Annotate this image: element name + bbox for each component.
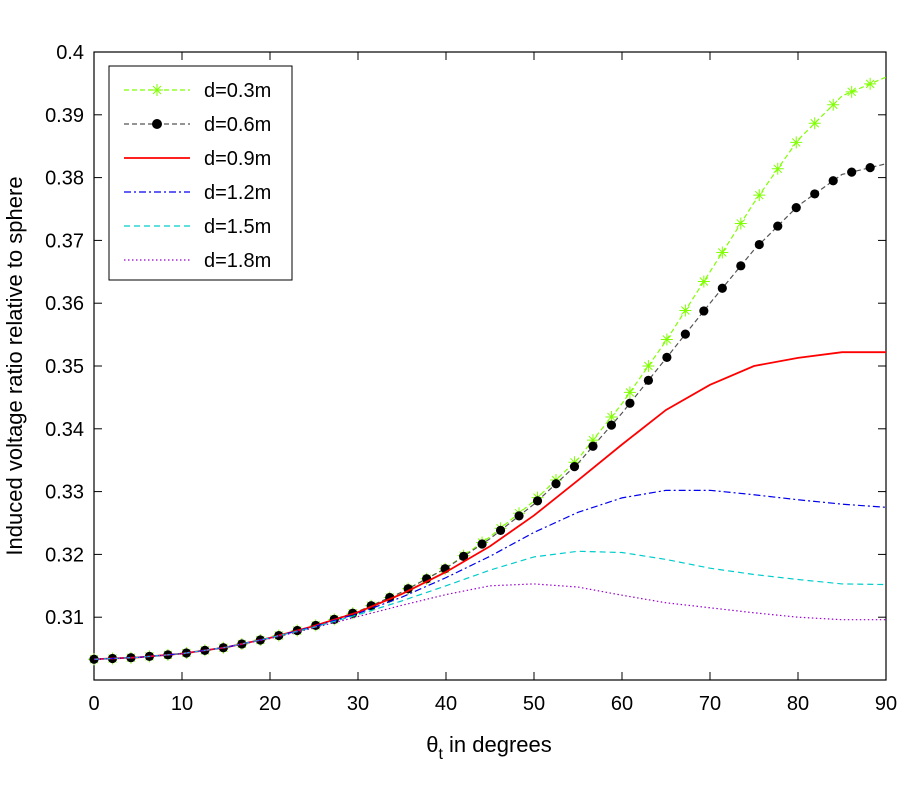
data-point [716,246,729,259]
x-tick-label: 80 [787,693,809,715]
data-point [660,333,673,346]
x-axis-title-rest: in degrees [443,732,552,757]
data-point [551,479,561,489]
data-point [791,203,801,213]
data-point [808,117,821,130]
data-point [586,434,599,447]
x-axis-title-subscript: t [438,746,443,763]
y-tick-label: 0.38 [45,168,84,190]
legend-item: d=0.6m [124,114,271,136]
y-tick-label: 0.4 [56,42,84,64]
x-tick-label: 60 [611,693,633,715]
y-tick-label: 0.33 [45,482,84,504]
legend-marker [151,84,163,96]
legend-label: d=1.2m [204,182,271,204]
data-point [827,98,840,111]
series-line [93,583,886,660]
data-point [810,189,820,199]
x-tick-label: 90 [875,693,897,715]
data-point [717,283,727,293]
y-axis-title: Induced voltage ratio relative to sphere [2,176,27,555]
data-point [864,77,877,90]
x-tick-label: 0 [88,693,99,715]
data-point [569,462,580,472]
data-point [625,398,635,408]
data-point [662,352,672,362]
legend-marker [152,119,162,129]
data-point [532,496,543,506]
y-tick-label: 0.35 [45,356,84,378]
data-point [459,551,469,562]
series-d=1.2m [93,489,887,660]
x-tick-label: 70 [699,693,721,715]
y-tick-label: 0.31 [45,607,84,629]
data-point [642,360,655,372]
y-tick-label: 0.36 [45,293,84,315]
x-tick-label: 30 [347,693,369,715]
legend: d=0.3m d=0.6m d=0.9m d=1.2m d=1.5m d=1.8m [108,65,293,281]
legend-label: d=0.6m [204,114,271,136]
y-tick-label: 0.32 [45,544,84,566]
data-point [588,441,598,451]
data-point [495,525,506,536]
series-line [93,489,887,660]
legend-label: d=1.5m [204,216,271,238]
data-point [865,163,875,173]
data-point [773,221,783,231]
data-point [605,410,618,423]
y-tick-label: 0.39 [45,105,84,127]
y-tick-label: 0.34 [45,419,84,441]
data-point [736,261,746,271]
data-point [754,239,764,250]
data-point [828,176,838,186]
y-tick-labels: 0.31 0.32 0.33 0.34 0.35 0.36 0.37 0.38 0.39 0.4 [45,42,84,629]
data-point [845,85,858,98]
data-point [753,189,766,202]
legend-item: d=1.8m [124,250,271,272]
legend-label: d=0.9m [204,148,271,170]
data-point [679,304,692,317]
x-axis-title-symbol: θ [426,732,438,757]
legend-label: d=0.3m [204,80,271,102]
x-axis-title: θt in degrees [426,732,552,763]
axis-ticks [93,51,887,680]
series-d=1.8m [93,583,886,660]
data-point [699,306,709,316]
y-tick-label: 0.37 [45,230,84,252]
data-point [680,329,690,339]
data-point [643,375,654,385]
data-point [623,386,636,399]
legend-item: d=1.2m [124,182,271,204]
data-point [606,420,617,430]
x-tick-label: 10 [171,693,193,715]
x-tick-labels: 0 10 20 30 40 50 60 70 80 90 [88,693,897,715]
legend-item: d=1.5m [124,216,271,238]
data-point [790,136,803,149]
legend-label: d=1.8m [204,250,271,272]
x-tick-label: 20 [259,693,281,715]
data-point [771,162,784,175]
legend-box [108,65,293,281]
x-tick-label: 40 [435,693,457,715]
data-point [734,217,747,230]
legend-item: d=0.9m [124,148,271,170]
data-point [697,275,710,288]
legend-item: d=0.3m [124,80,271,102]
data-point [477,539,487,549]
data-point [514,511,524,521]
x-tick-label: 50 [523,693,545,715]
series-layer [88,76,887,666]
data-point [847,167,857,177]
